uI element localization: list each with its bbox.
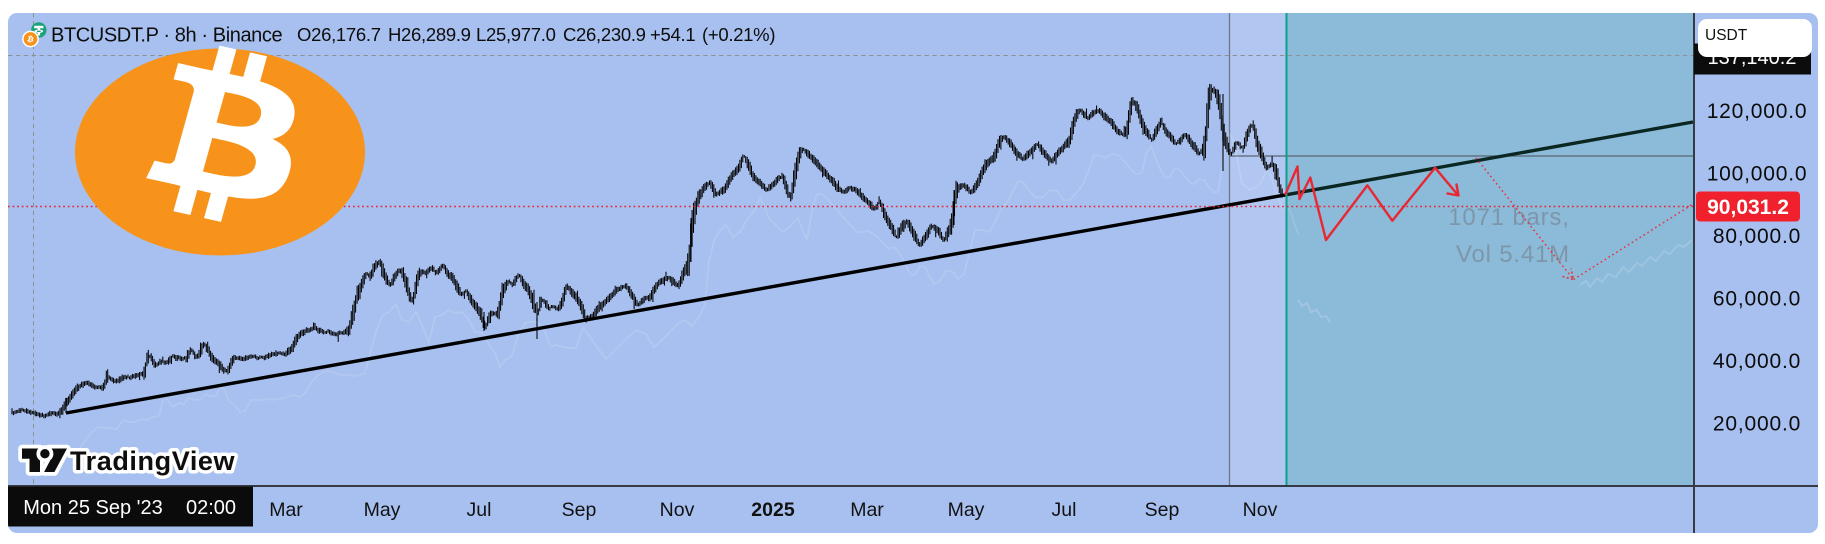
svg-text:40,000.0: 40,000.0 <box>1713 350 1801 373</box>
svg-text:Jul: Jul <box>1052 499 1077 521</box>
svg-text:80,000.0: 80,000.0 <box>1713 225 1801 248</box>
svg-text:O26,176.7: O26,176.7 <box>297 24 381 45</box>
svg-text:Nov: Nov <box>1243 499 1278 521</box>
svg-text:Vol 5.41M: Vol 5.41M <box>1456 241 1570 268</box>
svg-text:20,000.0: 20,000.0 <box>1713 413 1801 436</box>
svg-text:H26,289.9: H26,289.9 <box>388 24 471 45</box>
svg-text:Sep: Sep <box>1145 499 1180 521</box>
svg-text:(+0.21%): (+0.21%) <box>702 24 775 45</box>
svg-text:+54.1: +54.1 <box>650 24 695 45</box>
svg-text:USDT: USDT <box>1705 27 1748 44</box>
svg-text:Jul: Jul <box>467 499 492 521</box>
svg-text:02:00: 02:00 <box>186 497 236 519</box>
svg-text:100,000.0: 100,000.0 <box>1707 163 1808 186</box>
svg-text:C26,230.9: C26,230.9 <box>563 24 646 45</box>
svg-text:60,000.0: 60,000.0 <box>1713 288 1801 311</box>
svg-text:90,031.2: 90,031.2 <box>1707 196 1789 219</box>
svg-text:Mar: Mar <box>850 499 884 521</box>
svg-text:Nov: Nov <box>660 499 695 521</box>
svg-text:1071 bars,: 1071 bars, <box>1448 204 1569 231</box>
svg-text:Mar: Mar <box>269 499 303 521</box>
svg-text:L25,977.0: L25,977.0 <box>476 24 556 45</box>
svg-text:May: May <box>364 499 401 521</box>
svg-text:TradingView: TradingView <box>70 446 236 476</box>
svg-text:2025: 2025 <box>751 499 795 521</box>
svg-text:120,000.0: 120,000.0 <box>1707 100 1808 123</box>
svg-text:Sep: Sep <box>562 499 597 521</box>
svg-text:May: May <box>948 499 985 521</box>
svg-text:BTCUSDT.P · 8h · Binance: BTCUSDT.P · 8h · Binance <box>51 25 283 47</box>
svg-text:Mon 25 Sep '23: Mon 25 Sep '23 <box>23 497 162 519</box>
